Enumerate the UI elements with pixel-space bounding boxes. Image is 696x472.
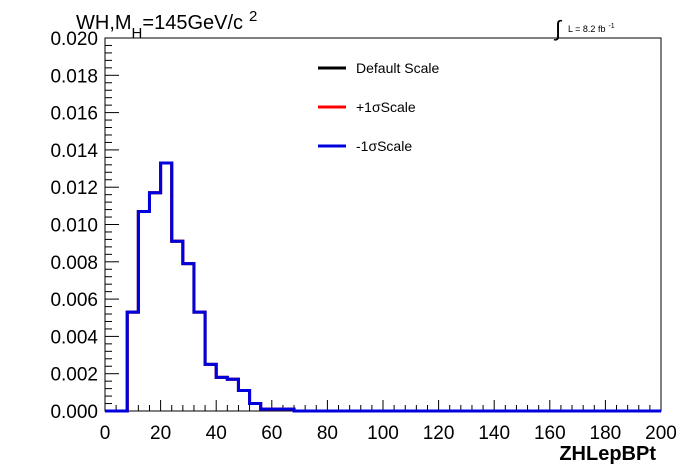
luminosity-label: ∫ L = 8.2 fb -1 (553, 16, 615, 41)
y-tick-label: 0.008 (50, 253, 98, 274)
series-line-2 (105, 161, 661, 413)
lumi-superscript: -1 (608, 23, 614, 30)
title-rest: =145GeV/c (142, 12, 243, 34)
y-tick-label: 0.014 (50, 141, 98, 162)
y-tick-label: 0.016 (50, 104, 98, 125)
legend-label-2: -1σScale (356, 138, 412, 154)
x-tick-label: 0 (100, 423, 111, 444)
y-tick-label: 0.018 (50, 66, 98, 87)
y-tick-label: 0.002 (50, 365, 98, 386)
x-tick-label: 160 (534, 423, 566, 444)
x-tick-label: 200 (645, 423, 677, 444)
y-tick-label: 0.004 (50, 327, 98, 348)
x-axis-label: ZHLepBPt (559, 443, 656, 465)
y-tick-label: 0.020 (50, 29, 98, 50)
x-tick-label: 140 (478, 423, 510, 444)
axis-ticks (104, 37, 662, 412)
title-superscript: 2 (249, 8, 257, 25)
y-tick-label: 0.000 (50, 402, 98, 423)
x-tick-label: 120 (423, 423, 455, 444)
title-main: WH,M (76, 12, 132, 34)
legend: Default Scale +1σScale -1σScale (318, 60, 439, 154)
y-tick-label: 0.010 (50, 216, 98, 237)
x-tick-label: 40 (206, 423, 227, 444)
series-lines (105, 161, 661, 413)
x-tick-label: 180 (590, 423, 622, 444)
lumi-text: L = 8.2 fb (568, 24, 605, 34)
x-tick-label: 80 (317, 423, 338, 444)
legend-label-0: Default Scale (356, 60, 439, 76)
x-tick-label: 20 (150, 423, 171, 444)
chart-title: WH,MH=145GeV/c 2 (76, 8, 257, 42)
y-tick-label: 0.006 (50, 290, 98, 311)
lumi-integral: ∫ (553, 16, 563, 41)
title-subscript: H (132, 25, 143, 42)
tick-labels: 0 20 40 60 80 100 120 140 160 180 200 0.000 0.002 0.0… (50, 29, 676, 444)
x-tick-label: 100 (367, 423, 399, 444)
legend-label-1: +1σScale (356, 99, 416, 115)
x-tick-label: 60 (261, 423, 282, 444)
y-tick-label: 0.012 (50, 178, 98, 199)
